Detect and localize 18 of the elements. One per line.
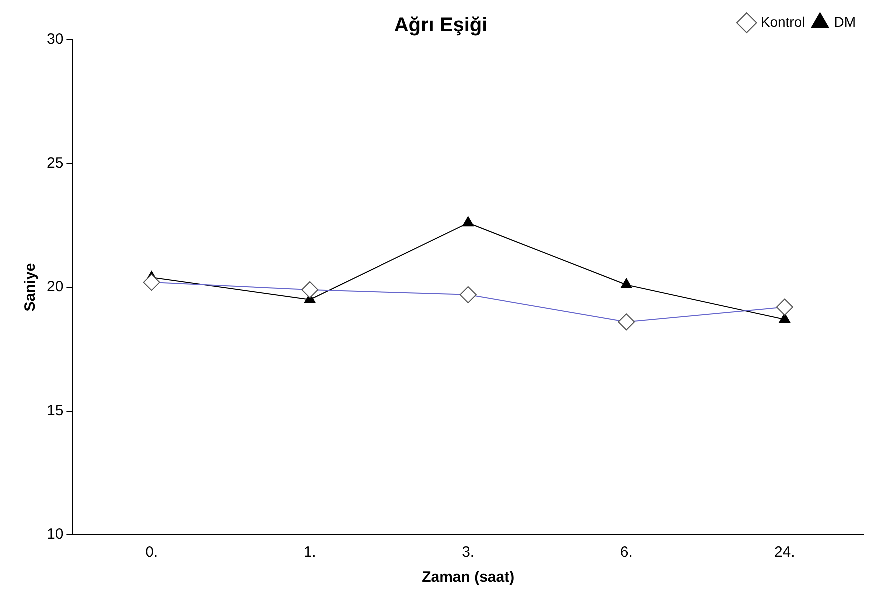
x-tick-label: 1. [304,544,316,562]
chart-title: Ağrı Eşiği [394,14,488,37]
x-tick-label: 24. [774,544,796,562]
y-tick-label: 30 [46,31,64,48]
x-tick-label: 6. [620,544,633,562]
legend-label: DM [834,14,856,30]
x-axis-title: Zaman (saat) [422,569,515,586]
point [620,278,632,289]
legend-label: Kontrol [760,14,806,30]
y-tick-label: 20 [46,278,64,296]
x-tick-label: 3. [462,544,475,562]
y-axis-title: Saniye [22,263,40,312]
point [462,216,474,227]
y-tick-label: 15 [46,402,64,420]
point [779,313,791,324]
x-tick-label: 0. [146,544,158,562]
y-tick-label: 25 [46,154,64,172]
y-tick-label: 10 [46,526,64,544]
